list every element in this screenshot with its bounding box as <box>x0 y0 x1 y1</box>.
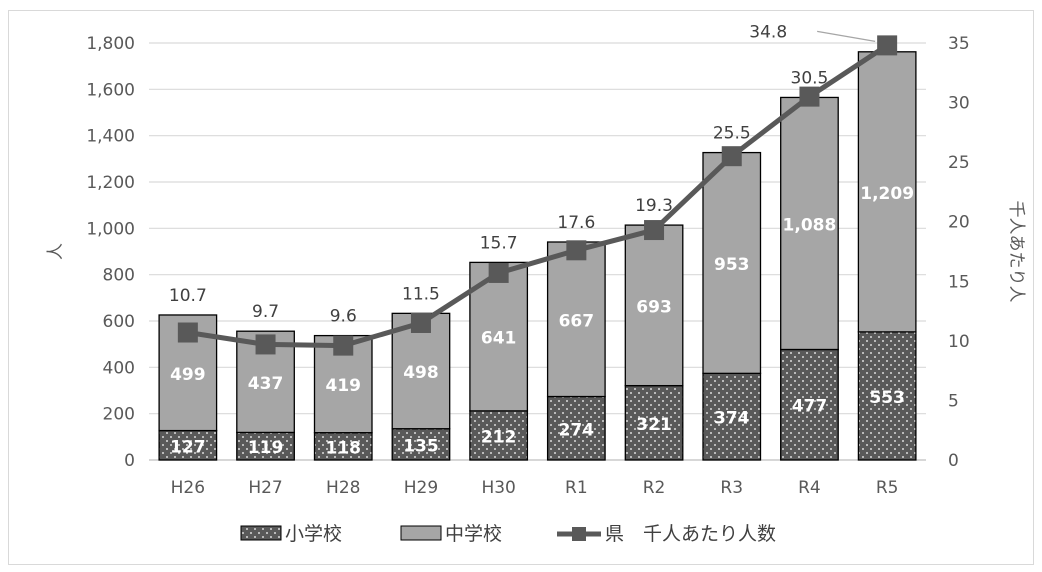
data-label-junior-high: 693 <box>636 297 672 317</box>
data-label-junior-high: 1,209 <box>860 184 914 204</box>
rate-line-path <box>187 43 889 349</box>
y-tick-label: 1,600 <box>86 80 135 100</box>
y-tick-label: 1,800 <box>86 34 135 54</box>
legend-marker-rate <box>572 527 586 541</box>
rate-label: 30.5 <box>791 68 829 88</box>
bar-junior-high <box>702 151 762 375</box>
legend-swatch-junior-high <box>400 525 442 541</box>
y2-tick-label: 15 <box>948 272 970 292</box>
y-axis-title: 人 <box>46 243 66 260</box>
bar-junior-high <box>857 51 917 333</box>
bar-elementary <box>780 348 839 461</box>
data-label-elementary: 374 <box>714 409 750 429</box>
leader-line <box>817 30 876 43</box>
y-tick-label: 200 <box>103 405 135 425</box>
rate-marker <box>333 335 354 356</box>
data-label-junior-high: 667 <box>559 311 595 331</box>
rate-label: 17.6 <box>557 213 595 233</box>
legend-label-elementary: 小学校 <box>285 523 342 545</box>
data-label-elementary: 135 <box>403 436 439 456</box>
bar-elementary <box>313 432 373 461</box>
x-tick-label: R4 <box>798 478 821 498</box>
rate-label: 10.7 <box>169 286 207 306</box>
data-label-elementary: 118 <box>326 438 362 458</box>
y2-tick-label: 35 <box>948 34 970 54</box>
data-label-junior-high: 499 <box>170 365 206 385</box>
legend-swatch-elementary <box>240 525 282 541</box>
y-tick-label: 1,400 <box>86 127 135 147</box>
data-label-junior-high: 1,088 <box>783 215 837 235</box>
data-label-junior-high: 641 <box>481 329 517 349</box>
data-label-junior-high: 953 <box>714 255 750 275</box>
y-tick-label: 400 <box>103 358 135 378</box>
bars <box>158 51 917 461</box>
rate-marker <box>177 322 198 343</box>
y2-tick-label: 0 <box>948 451 959 471</box>
rate-label: 9.7 <box>252 302 279 322</box>
data-label-elementary: 321 <box>636 415 672 435</box>
x-tick-label: H27 <box>248 478 282 498</box>
y-tick-label: 800 <box>103 266 135 286</box>
rate-marker <box>644 220 665 241</box>
y2-tick-label: 25 <box>948 153 970 173</box>
x-tick-label: H30 <box>481 478 515 498</box>
x-tick-label: R3 <box>720 478 743 498</box>
rate-marker <box>799 86 820 107</box>
x-tick-label: H26 <box>171 478 205 498</box>
y-tick-label: 0 <box>124 451 135 471</box>
rate-label: 25.5 <box>713 124 751 144</box>
y-tick-label: 600 <box>103 312 135 332</box>
data-label-elementary: 477 <box>792 397 828 417</box>
bar-junior-high <box>546 241 606 398</box>
y2-tick-label: 10 <box>948 332 970 352</box>
rate-label: 9.6 <box>330 307 357 327</box>
data-labels: 127 499 119 437 118 419 135 498 212 641 274 667 321 6… <box>169 22 914 458</box>
data-label-elementary: 553 <box>869 388 905 408</box>
rate-marker <box>877 35 898 56</box>
legend: 小学校 中学校 県 千人あたり人数 <box>240 523 776 545</box>
x-tick-label: R5 <box>876 478 899 498</box>
y2-tick-label: 5 <box>948 391 959 411</box>
data-label-junior-high: 437 <box>248 374 284 394</box>
rate-label: 11.5 <box>402 284 440 304</box>
y2-tick-label: 30 <box>948 94 970 114</box>
legend-label-rate: 県 千人あたり人数 <box>605 523 776 545</box>
data-label-junior-high: 419 <box>326 376 362 396</box>
y2-tick-label: 20 <box>948 213 970 233</box>
bar-elementary <box>546 395 606 461</box>
bar-elementary <box>391 428 451 461</box>
y2-axis-title: 千人あたり人 <box>1006 201 1026 303</box>
rate-marker <box>488 262 509 283</box>
x-tick-label: H28 <box>326 478 360 498</box>
rate-label: 34.8 <box>749 22 787 42</box>
legend-label-junior-high: 中学校 <box>445 523 502 545</box>
x-tick-label: R2 <box>643 478 666 498</box>
data-label-elementary: 274 <box>559 420 595 440</box>
bar-elementary <box>469 410 529 461</box>
x-tick-label: R1 <box>565 478 588 498</box>
bar-elementary <box>236 431 295 461</box>
rate-marker <box>410 312 431 333</box>
stacked-bar-line-chart: 127 499 119 437 118 419 135 498 212 641 274 667 321 6… <box>46 22 1026 545</box>
y-tick-label: 1,200 <box>86 173 135 193</box>
axes: 0 200 400 600 800 1,000 1,200 1,400 1,600 1,800 0 5… <box>46 34 1026 498</box>
y-tick-label: 1,000 <box>86 219 135 239</box>
data-label-elementary: 212 <box>481 427 517 447</box>
data-label-elementary: 119 <box>248 438 284 458</box>
rate-marker <box>566 240 587 261</box>
chart-frame: 127 499 119 437 118 419 135 498 212 641 274 667 321 6… <box>8 10 1034 565</box>
data-label-junior-high: 498 <box>403 363 439 383</box>
rate-line <box>177 35 898 356</box>
rate-marker <box>255 334 276 355</box>
bar-elementary <box>624 384 684 461</box>
rate-label: 19.3 <box>635 196 673 216</box>
rate-label: 15.7 <box>480 233 518 253</box>
data-label-elementary: 127 <box>170 437 206 457</box>
rate-marker <box>721 146 742 167</box>
x-tick-label: H29 <box>404 478 438 498</box>
